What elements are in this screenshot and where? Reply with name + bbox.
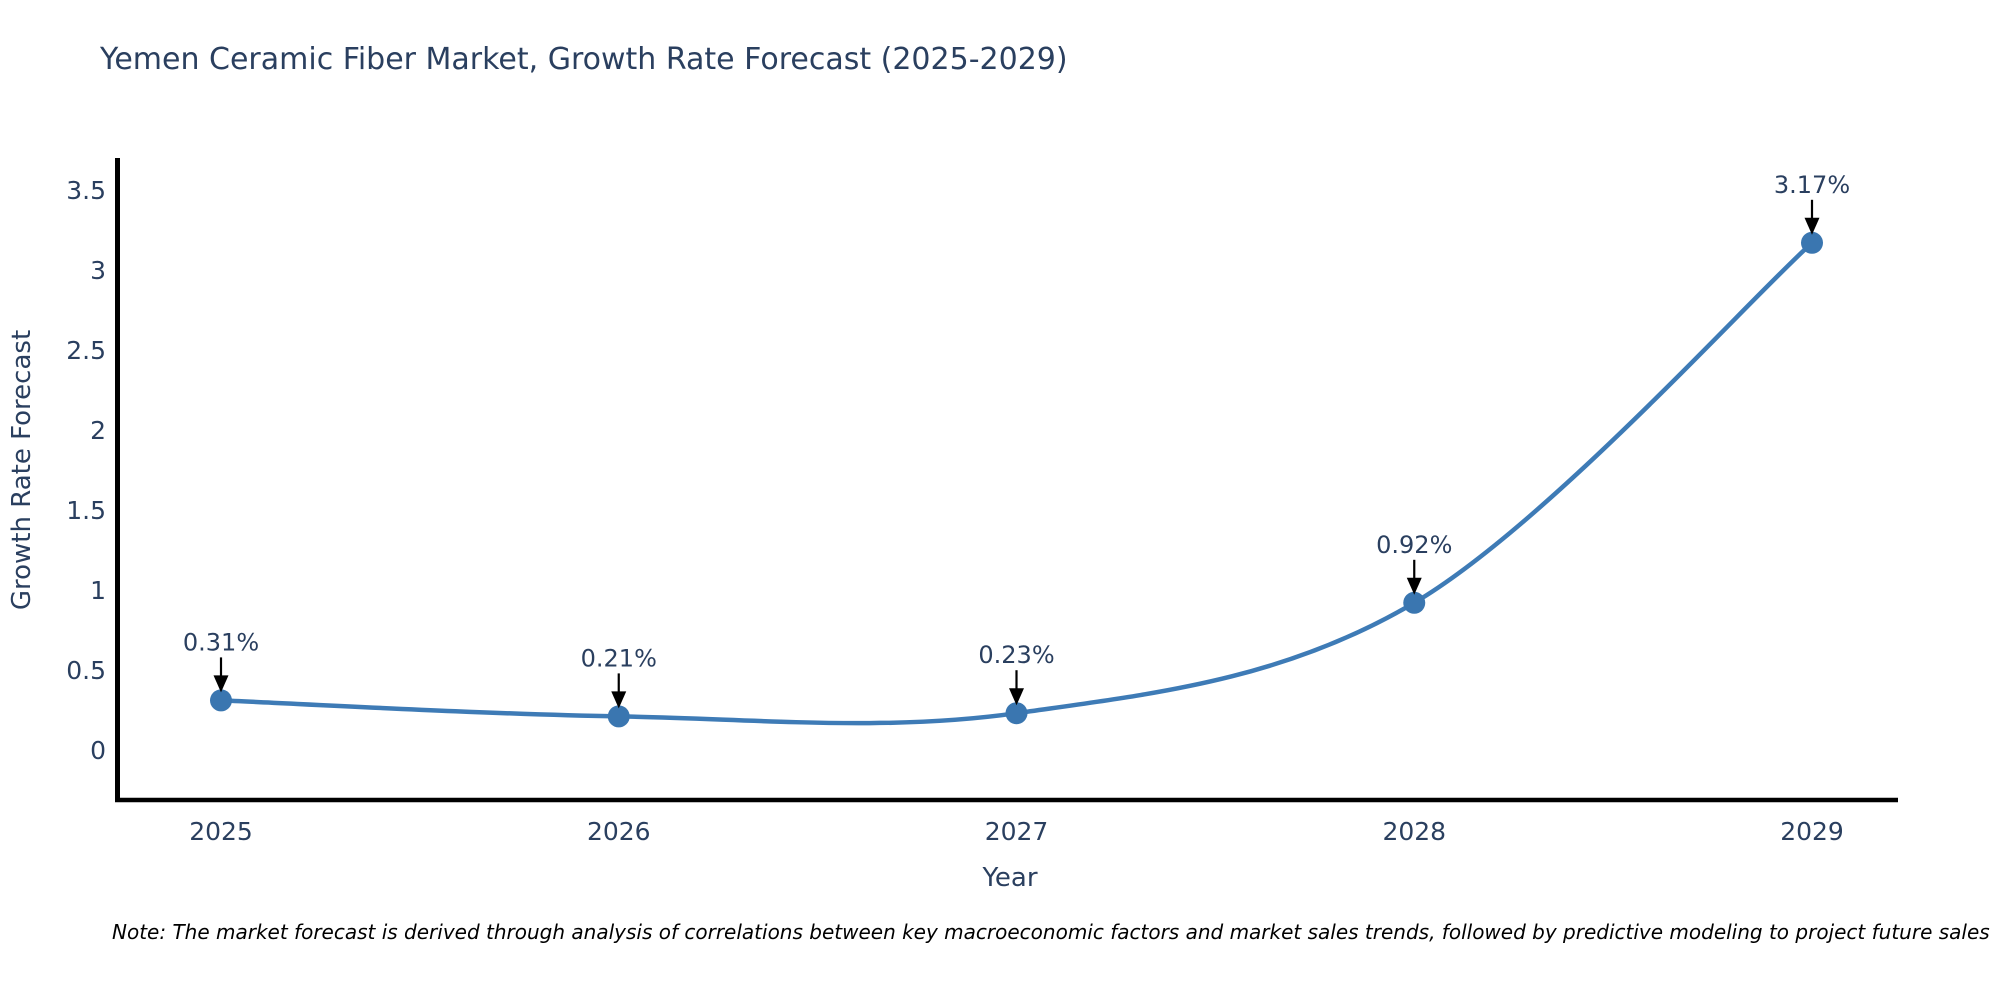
y-axis-title: Growth Rate Forecast [7,330,37,610]
y-tick-label: 3.5 [66,176,106,205]
data-point-2025[interactable] [210,689,232,712]
y-tick-label: 3 [90,256,106,285]
note-text: Note: The market forecast is derived thr… [112,920,1990,944]
x-tick-label: 2026 [587,817,651,846]
y-tick-label: 0.5 [66,656,106,685]
y-tick-label: 0 [90,736,106,765]
x-tick-label: 2027 [985,817,1049,846]
x-tick-label: 2029 [1780,817,1844,846]
chart-title: Yemen Ceramic Fiber Market, Growth Rate … [100,42,1068,77]
data-label: 0.23% [978,641,1054,669]
data-label: 0.31% [183,628,259,656]
x-tick-label: 2028 [1382,817,1446,846]
y-tick-label: 2 [90,416,106,445]
data-label: 3.17% [1774,171,1850,199]
annotation-arrowhead-icon [1009,688,1024,706]
data-label: 0.92% [1376,531,1452,559]
y-tick-label: 1.5 [66,496,106,525]
x-axis-title: Year [981,863,1037,893]
data-point-2027[interactable] [1005,702,1028,725]
trend-line [220,241,1814,726]
data-label: 0.21% [581,644,657,672]
annotation-arrowhead-icon [213,675,229,693]
y-tick-label: 1 [90,576,106,605]
data-point-2026[interactable] [607,705,630,728]
annotation-arrowhead-icon [1406,577,1422,595]
x-tick-label: 2025 [189,817,253,846]
annotation-arrowhead-icon [1804,217,1820,235]
data-point-2028[interactable] [1403,591,1426,614]
data-point-2029[interactable] [1801,231,1823,254]
annotation-arrowhead-icon [611,691,627,709]
y-tick-label: 2.5 [66,336,106,365]
